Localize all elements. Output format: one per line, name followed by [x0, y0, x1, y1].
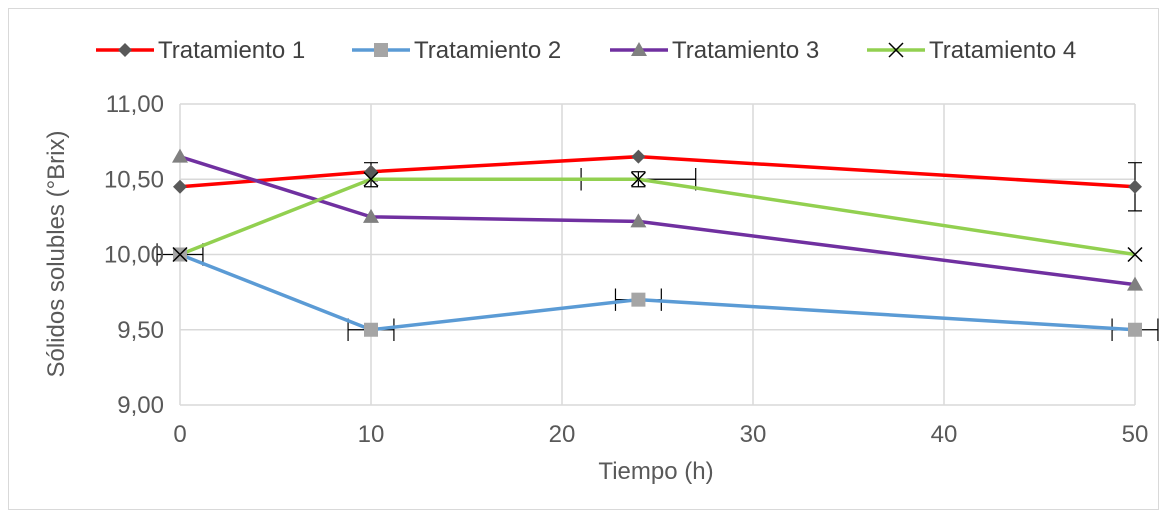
data-point-series-1: [364, 164, 378, 179]
data-point-series-2: [1128, 322, 1142, 337]
series-line-1: [179, 154, 1136, 189]
data-point-series-3: [630, 213, 647, 228]
legend-marker: [888, 42, 904, 58]
x-tick-label: 0: [173, 421, 186, 448]
data-point-series-4: [363, 171, 379, 187]
series-lines: [179, 154, 1136, 332]
legend-marker: [374, 43, 388, 57]
x-tick-label: 40: [931, 421, 958, 448]
series-markers: [172, 148, 1143, 337]
legend-marker: [631, 42, 647, 56]
gridlines: [179, 103, 1136, 406]
data-point-series-1: [1128, 179, 1142, 194]
x-tick-label: 20: [549, 421, 576, 448]
data-point-series-3: [1127, 276, 1143, 291]
legend: Tratamiento 1 Tratamiento 2 Tratamiento 3 T…: [96, 37, 1076, 64]
series-line-2: [179, 252, 1136, 332]
x-tick-label: 10: [358, 421, 385, 448]
data-point-series-4: [1127, 246, 1143, 263]
y-tick-labels: 9,00 9,50 10,00 10,50 11,00: [104, 91, 164, 419]
y-tick-label: 11,00: [106, 91, 164, 118]
x-tick-label: 50: [1122, 421, 1149, 448]
x-tick-label: 30: [740, 421, 767, 448]
data-point-series-1: [173, 179, 187, 194]
legend-marker: [118, 43, 132, 57]
legend-label: Tratamiento 2: [414, 37, 561, 64]
legend-label: Tratamiento 1: [158, 37, 305, 64]
x-axis-title: Tiempo (h): [598, 458, 713, 485]
data-point-series-2: [631, 292, 646, 307]
y-tick-label: 9,00: [117, 392, 164, 419]
y-axis-title: Sólidos solubles (°Brix): [43, 130, 70, 377]
legend-label: Tratamiento 4: [929, 37, 1076, 64]
series-line-4: [179, 177, 1136, 257]
chart-frame: [8, 8, 1159, 510]
x-tick-labels: 0 10 20 30 40 50: [173, 421, 1148, 448]
data-point-series-4: [172, 246, 188, 263]
y-tick-label: 10,00: [104, 242, 164, 269]
data-point-series-3: [363, 208, 379, 223]
error-bars: [156, 162, 1159, 341]
y-tick-label: 9,50: [117, 317, 164, 344]
data-point-series-4: [630, 171, 646, 187]
y-tick-label: 10,50: [104, 166, 164, 193]
legend-label: Tratamiento 3: [672, 37, 819, 64]
series-line-3: [179, 155, 1136, 287]
data-point-series-3: [172, 148, 188, 163]
data-point-series-2: [364, 322, 378, 337]
data-point-series-1: [631, 149, 646, 164]
